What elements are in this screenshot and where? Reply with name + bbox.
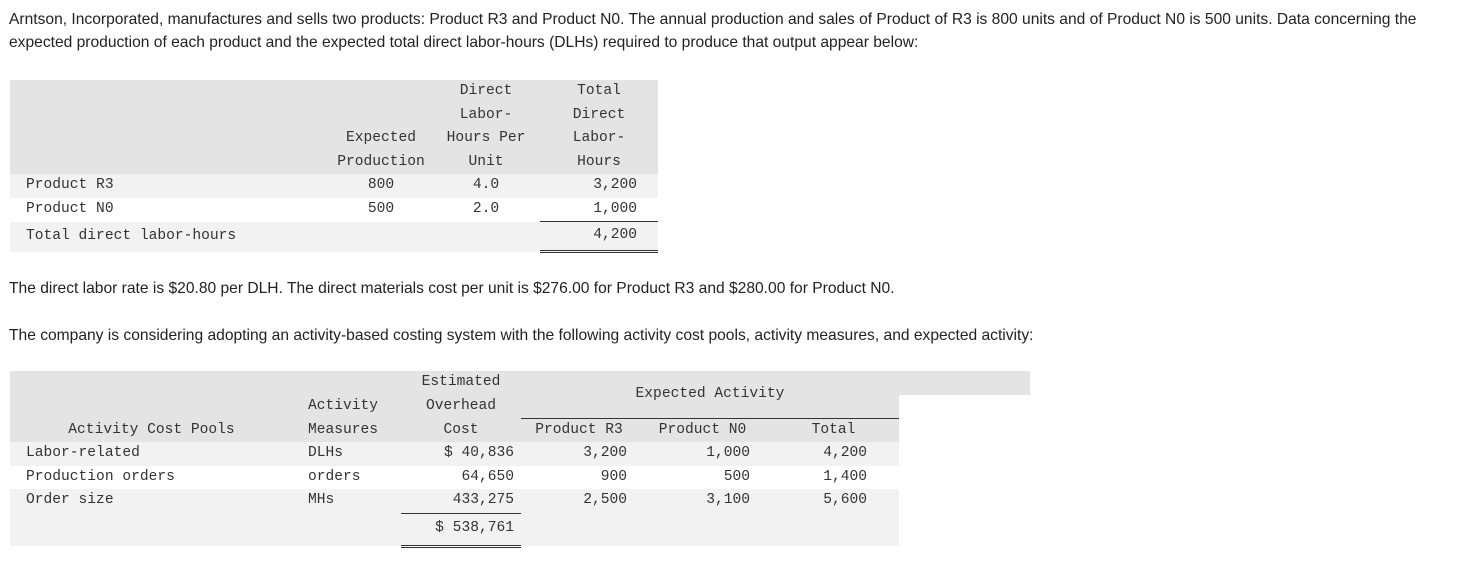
total-hours-value: 3,200: [540, 174, 658, 198]
abc-table-header: Activity Cost Pools Measures Cost Produc…: [10, 418, 1030, 442]
header-product-n0: Product N0: [637, 418, 768, 442]
pool-name: Production orders: [26, 468, 175, 485]
header-total: Total: [768, 418, 899, 442]
header-total-labor-hours: Total Direct Labor- Hours: [540, 80, 658, 174]
header-hours-per-unit: Direct Labor- Hours Per Unit: [432, 80, 540, 174]
rates-paragraph: The direct labor rate is $20.80 per DLH.…: [9, 280, 895, 297]
hours-per-unit-value: 4.0: [432, 174, 540, 198]
header-activity-cost-pools: Activity Cost Pools: [10, 418, 293, 442]
total-value: 5,600: [768, 489, 899, 513]
abc-intro-paragraph: The company is considering adopting an a…: [9, 327, 1034, 344]
pool-name: Labor-related: [10, 442, 293, 466]
hours-per-unit-value: 2.0: [472, 200, 500, 217]
row-label: Product N0: [26, 200, 114, 217]
header-expected-production: Expected Production: [330, 80, 432, 174]
total-value: 1,400: [823, 468, 867, 485]
total-row: Total direct labor-hours 4,200: [10, 221, 658, 253]
cost-value: 64,650: [461, 468, 514, 485]
labor-hours-table: Expected Production Direct Labor- Hours …: [10, 80, 658, 253]
header-measures: Measures: [293, 418, 401, 442]
measure-name: orders: [308, 468, 361, 485]
header-cost: Cost: [401, 418, 521, 442]
total-value: 4,200: [768, 442, 899, 466]
total-row: $ 538,761: [10, 513, 1030, 548]
total-label: Total direct labor-hours: [10, 221, 330, 252]
n0-value: 500: [723, 468, 750, 485]
r3-value: 3,200: [521, 442, 637, 466]
n0-value: 3,100: [637, 489, 768, 513]
table-row: Order size MHs 433,275 2,500 3,100 5,600: [10, 489, 1030, 514]
table-row: Product N0 500 2.0 1,000: [10, 197, 658, 222]
intro-paragraph: Arntson, Incorporated, manufactures and …: [9, 11, 1417, 51]
total-hours-sum: 4,200: [540, 221, 658, 253]
header-expected-activity: Expected Activity: [521, 371, 899, 419]
measure-name: DLHs: [293, 442, 401, 466]
header-product-r3: Product R3: [521, 418, 637, 442]
table-row: Labor-related DLHs $ 40,836 3,200 1,000 …: [10, 442, 1030, 466]
table-row: Product R3 800 4.0 3,200: [10, 174, 658, 198]
production-value: 500: [367, 200, 395, 217]
r3-value: 900: [600, 468, 627, 485]
r3-value: 2,500: [521, 489, 637, 513]
measure-name: MHs: [293, 489, 401, 513]
table-row: Production orders orders 64,650 900 500 …: [10, 466, 1030, 490]
activity-cost-table: Estimated Expected Activity Activity Ove…: [10, 371, 1030, 548]
row-label: Product R3: [10, 174, 330, 198]
header-estimated: Estimated: [421, 374, 501, 390]
header-activity: Activity: [293, 394, 401, 418]
pool-name: Order size: [10, 489, 293, 513]
n0-value: 1,000: [637, 442, 768, 466]
labor-table-header: Expected Production Direct Labor- Hours …: [10, 80, 658, 174]
cost-value: 433,275: [401, 489, 521, 514]
header-overhead: Overhead: [401, 394, 521, 418]
total-hours-value: 1,000: [540, 197, 658, 222]
production-value: 800: [330, 174, 432, 198]
cost-value: $ 40,836: [401, 442, 521, 466]
total-cost-value: $ 538,761: [401, 513, 521, 548]
